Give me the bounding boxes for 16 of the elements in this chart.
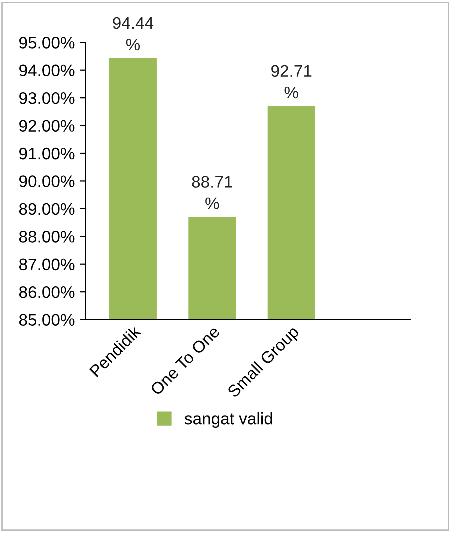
text: 88.71%	[192, 176, 232, 210]
y-tick-label: 86.00%	[19, 286, 75, 298]
text: 92.71%	[272, 65, 312, 99]
y-tick-label: 91.00%	[20, 148, 75, 160]
y-tick-label: 90.00%	[20, 176, 75, 188]
y-tick-label: 85.00%	[19, 314, 75, 326]
y-tick-label: 94.00%	[20, 64, 75, 77]
y-tick-label: 88.00%	[19, 231, 75, 243]
y-tick-label: 95.00%	[20, 37, 75, 49]
y-tick-label: 89.00%	[19, 203, 75, 216]
y-tick-label: 87.00%	[19, 258, 75, 271]
text: 94.44%	[113, 17, 154, 51]
legend-label: sangat valid	[184, 412, 272, 428]
x-tick-label: One To One	[150, 325, 221, 396]
y-tick-label: 92.00%	[20, 120, 75, 132]
y-tick-label: 93.00%	[20, 92, 75, 104]
